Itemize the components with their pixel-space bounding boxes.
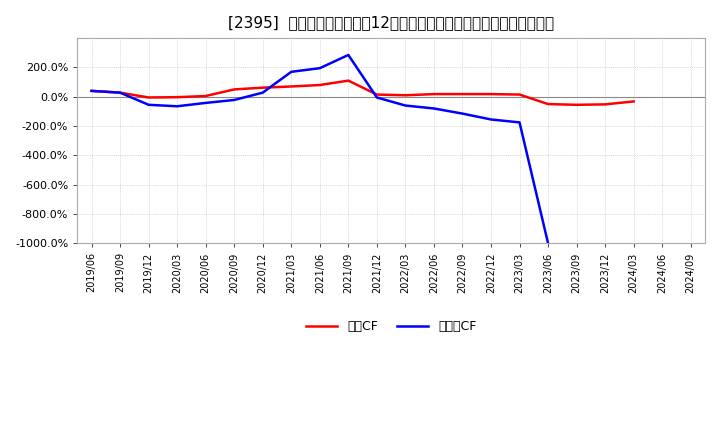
Line: 営業CF: 営業CF (91, 81, 634, 105)
営業CF (87, 88, 96, 94)
フリーCF (458, 111, 467, 116)
営業CF (600, 102, 609, 107)
フリーCF (87, 88, 96, 94)
フリーCF (544, 241, 552, 246)
フリーCF (116, 90, 125, 95)
営業CF (487, 92, 495, 97)
営業CF (116, 90, 125, 95)
フリーCF (173, 104, 181, 109)
Legend: 営業CF, フリーCF: 営業CF, フリーCF (301, 315, 482, 338)
フリーCF (516, 120, 524, 125)
営業CF (173, 95, 181, 100)
フリーCF (401, 103, 410, 108)
フリーCF (230, 97, 238, 103)
営業CF (344, 78, 353, 83)
フリーCF (344, 52, 353, 58)
営業CF (458, 92, 467, 97)
フリーCF (315, 66, 324, 71)
営業CF (315, 82, 324, 88)
営業CF (544, 102, 552, 107)
営業CF (372, 92, 381, 97)
営業CF (202, 93, 210, 99)
営業CF (401, 93, 410, 98)
営業CF (430, 92, 438, 97)
フリーCF (287, 69, 296, 74)
営業CF (516, 92, 524, 97)
フリーCF (144, 102, 153, 107)
営業CF (287, 84, 296, 89)
フリーCF (258, 90, 267, 95)
営業CF (144, 95, 153, 100)
フリーCF (487, 117, 495, 122)
営業CF (629, 99, 638, 104)
フリーCF (372, 95, 381, 100)
フリーCF (202, 100, 210, 106)
フリーCF (430, 106, 438, 111)
Title: [2395]  キャッシュフローの12か月移動合計の対前年同期増減率の推移: [2395] キャッシュフローの12か月移動合計の対前年同期増減率の推移 (228, 15, 554, 30)
営業CF (258, 85, 267, 90)
営業CF (572, 102, 581, 107)
営業CF (230, 87, 238, 92)
Line: フリーCF: フリーCF (91, 55, 548, 243)
